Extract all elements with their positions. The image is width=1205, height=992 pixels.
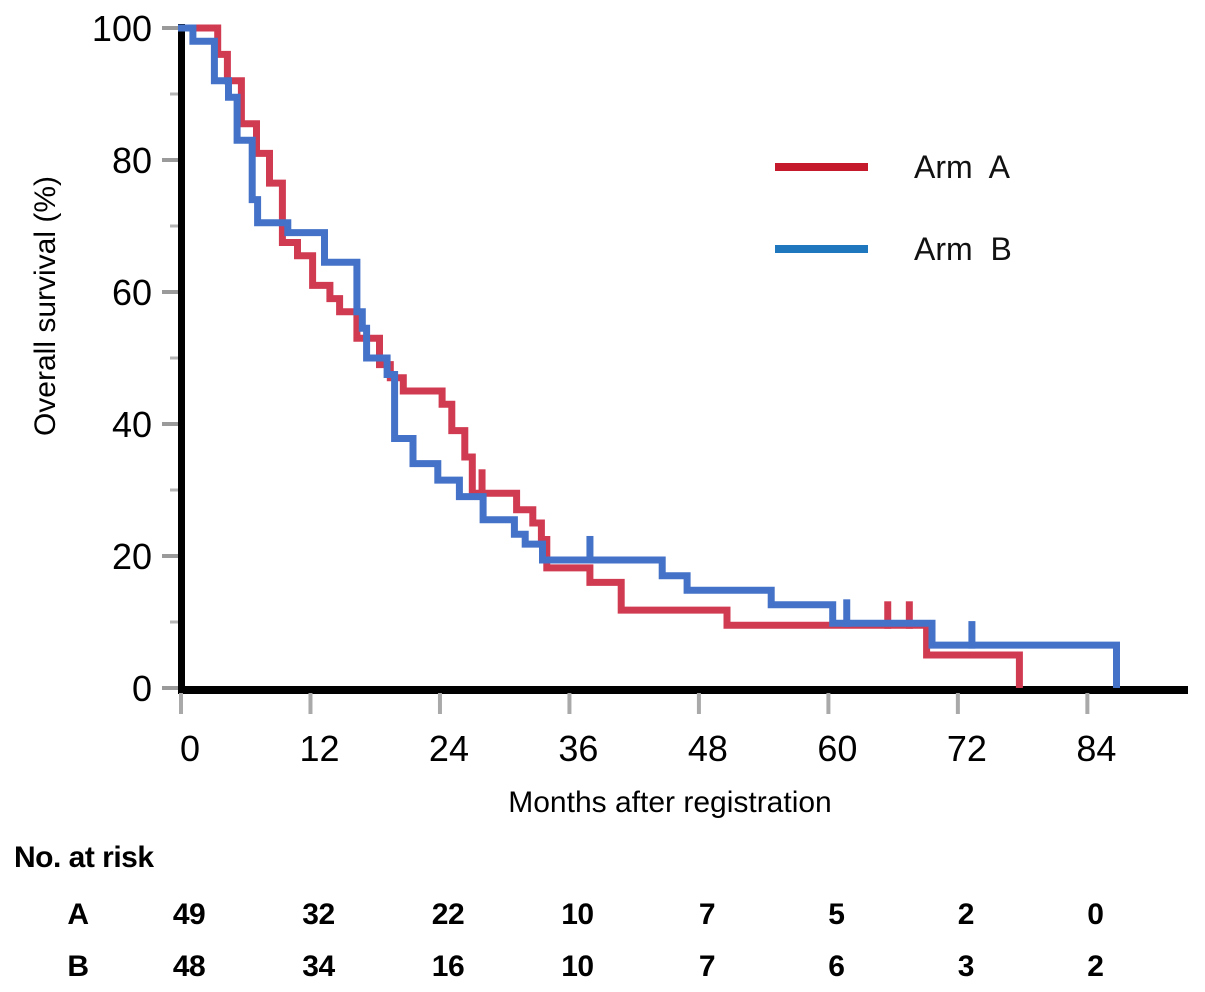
risk-count: 2: [1087, 950, 1104, 983]
risk-count: 10: [561, 898, 594, 931]
risk-count: 2: [957, 898, 975, 931]
arm-a-label: Arm A: [914, 148, 1011, 185]
arm-b-line-swatch: [775, 245, 868, 253]
x-tick-label: 36: [558, 728, 598, 769]
risk-count: 3: [957, 950, 975, 983]
risk-count: 49: [172, 898, 206, 931]
y-tick-label: 0: [132, 668, 152, 709]
risk-count: 7: [698, 950, 716, 983]
legend-item-arm-b: Arm B: [775, 230, 1012, 267]
risk-row-label-b: B: [67, 950, 89, 983]
x-tick-label: 60: [817, 728, 857, 769]
survival-plot: 0 20 40 60 80 100 0 12 24 36 48 60 72 84: [92, 8, 1188, 769]
x-tick-label: 24: [429, 728, 469, 769]
arm-b-label: Arm B: [914, 230, 1012, 267]
x-tick-label: 12: [299, 728, 339, 769]
risk-count: 32: [302, 898, 335, 931]
risk-count: 10: [561, 950, 594, 983]
risk-count: 6: [828, 950, 845, 983]
x-tick-label: 84: [1076, 728, 1116, 769]
y-tick-label: 60: [112, 272, 152, 313]
y-tick-label: 40: [112, 404, 152, 445]
risk-count: 16: [431, 950, 465, 983]
y-tick-label: 100: [92, 8, 152, 49]
risk-count: 34: [302, 950, 335, 983]
y-tick-label: 20: [112, 536, 152, 577]
risk-count: 48: [172, 950, 206, 983]
x-axis-title: Months after registration: [508, 786, 832, 819]
risk-count: 7: [698, 898, 716, 931]
y-tick-label: 80: [112, 140, 152, 181]
x-tick-label: 48: [688, 728, 728, 769]
arm-a-curve: [178, 24, 1023, 688]
arm-b-curve: [178, 24, 1120, 688]
risk-count: 5: [828, 898, 845, 931]
y-axis-title: Overall survival (%): [29, 175, 62, 437]
risk-table-title: No. at risk: [14, 841, 154, 874]
arm-a-line-swatch: [775, 163, 868, 171]
legend-item-arm-a: Arm A: [775, 148, 1011, 185]
risk-count: 22: [431, 898, 465, 931]
risk-count: 0: [1087, 898, 1104, 931]
x-tick-label: 72: [947, 728, 987, 769]
x-tick-label: 0: [180, 728, 200, 769]
risk-row-label-a: A: [67, 898, 89, 931]
